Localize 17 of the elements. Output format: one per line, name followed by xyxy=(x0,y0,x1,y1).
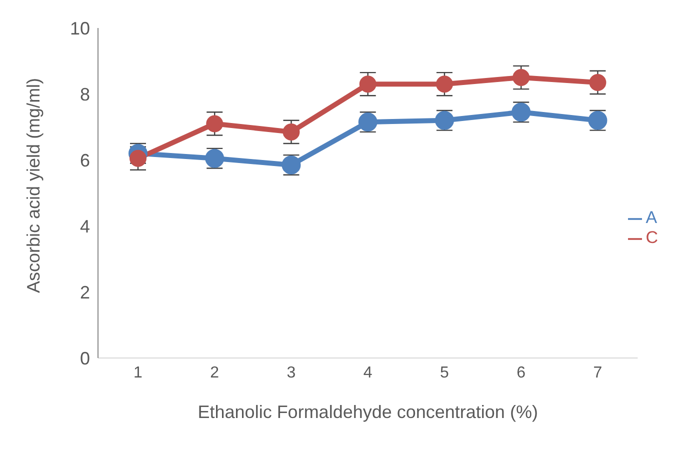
x-tick-label: 2 xyxy=(210,364,220,382)
x-tick-label: 5 xyxy=(440,364,450,382)
legend-label: A xyxy=(646,208,658,227)
y-axis-title: Ascorbic acid yield (mg/ml) xyxy=(23,78,44,293)
x-tick-label: 1 xyxy=(134,364,143,382)
y-tick-label: 4 xyxy=(80,216,90,236)
x-tick-label: 7 xyxy=(593,364,602,382)
y-tick-label: 8 xyxy=(80,84,90,104)
x-tick-label: 6 xyxy=(516,364,526,382)
y-tick-label: 0 xyxy=(80,348,90,368)
x-axis-title: Ethanolic Formaldehyde concentration (%) xyxy=(198,402,538,422)
x-tick-label: 4 xyxy=(363,364,372,382)
y-tick-label: 10 xyxy=(70,18,90,38)
y-tick-label: 6 xyxy=(80,150,90,170)
y-tick-label: 2 xyxy=(80,282,90,302)
x-tick-label: 3 xyxy=(286,364,296,382)
legend-label: C xyxy=(646,228,658,247)
